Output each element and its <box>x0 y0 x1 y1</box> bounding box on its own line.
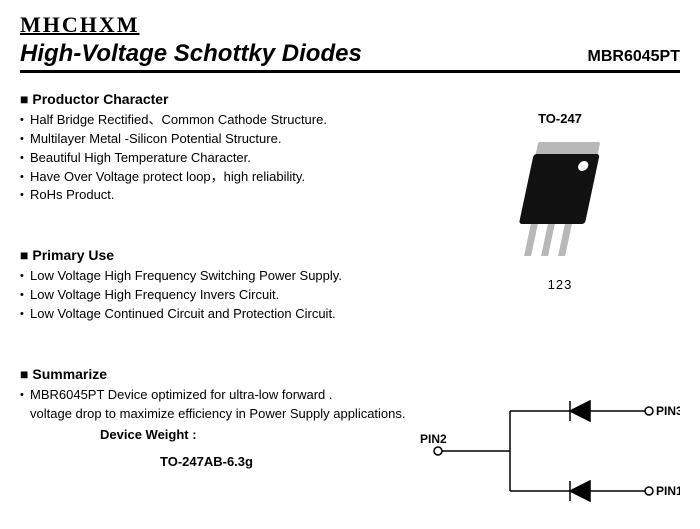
summarize-list: MBR6045PT Device optimized for ultra-low… <box>20 386 440 405</box>
list-item: Low Voltage High Frequency Invers Circui… <box>20 286 440 305</box>
package-pin-numbers: 123 <box>450 277 670 292</box>
list-item: Have Over Voltage protect loop，high reli… <box>20 168 440 187</box>
summarize-extra-line: voltage drop to maximize efficiency in P… <box>20 405 440 424</box>
character-list: Half Bridge Rectified、Common Cathode Str… <box>20 111 440 205</box>
section-heading-character: Productor Character <box>20 91 440 107</box>
page-title: High-Voltage Schottky Diodes <box>20 40 588 68</box>
pin3-label: PIN3 <box>656 404 680 418</box>
part-number: MBR6045PT <box>588 48 680 66</box>
list-item: Half Bridge Rectified、Common Cathode Str… <box>20 111 440 130</box>
pin2-label: PIN2 <box>420 432 447 446</box>
section-heading-summarize: Summarize <box>20 366 440 382</box>
section-heading-primary-use: Primary Use <box>20 247 440 263</box>
list-item: RoHs Product. <box>20 186 440 205</box>
package-drawing <box>500 134 620 264</box>
list-item: Multilayer Metal -Silicon Potential Stru… <box>20 130 440 149</box>
list-item: Low Voltage Continued Circuit and Protec… <box>20 305 440 324</box>
list-item: MBR6045PT Device optimized for ultra-low… <box>20 386 440 405</box>
device-weight-value: TO-247AB-6.3g <box>160 454 440 469</box>
list-item: Low Voltage High Frequency Switching Pow… <box>20 267 440 286</box>
package-label: TO-247 <box>450 111 670 126</box>
list-item: Beautiful High Temperature Character. <box>20 149 440 168</box>
title-row: High-Voltage Schottky Diodes MBR6045PT <box>20 40 680 73</box>
pin1-label: PIN1 <box>656 484 680 498</box>
schematic-diagram: PIN2 PIN3 PIN1 <box>420 391 680 511</box>
device-weight-label: Device Weight : <box>100 427 440 442</box>
brand-logo: MHCHXM <box>20 12 680 38</box>
primary-use-list: Low Voltage High Frequency Switching Pow… <box>20 267 440 324</box>
